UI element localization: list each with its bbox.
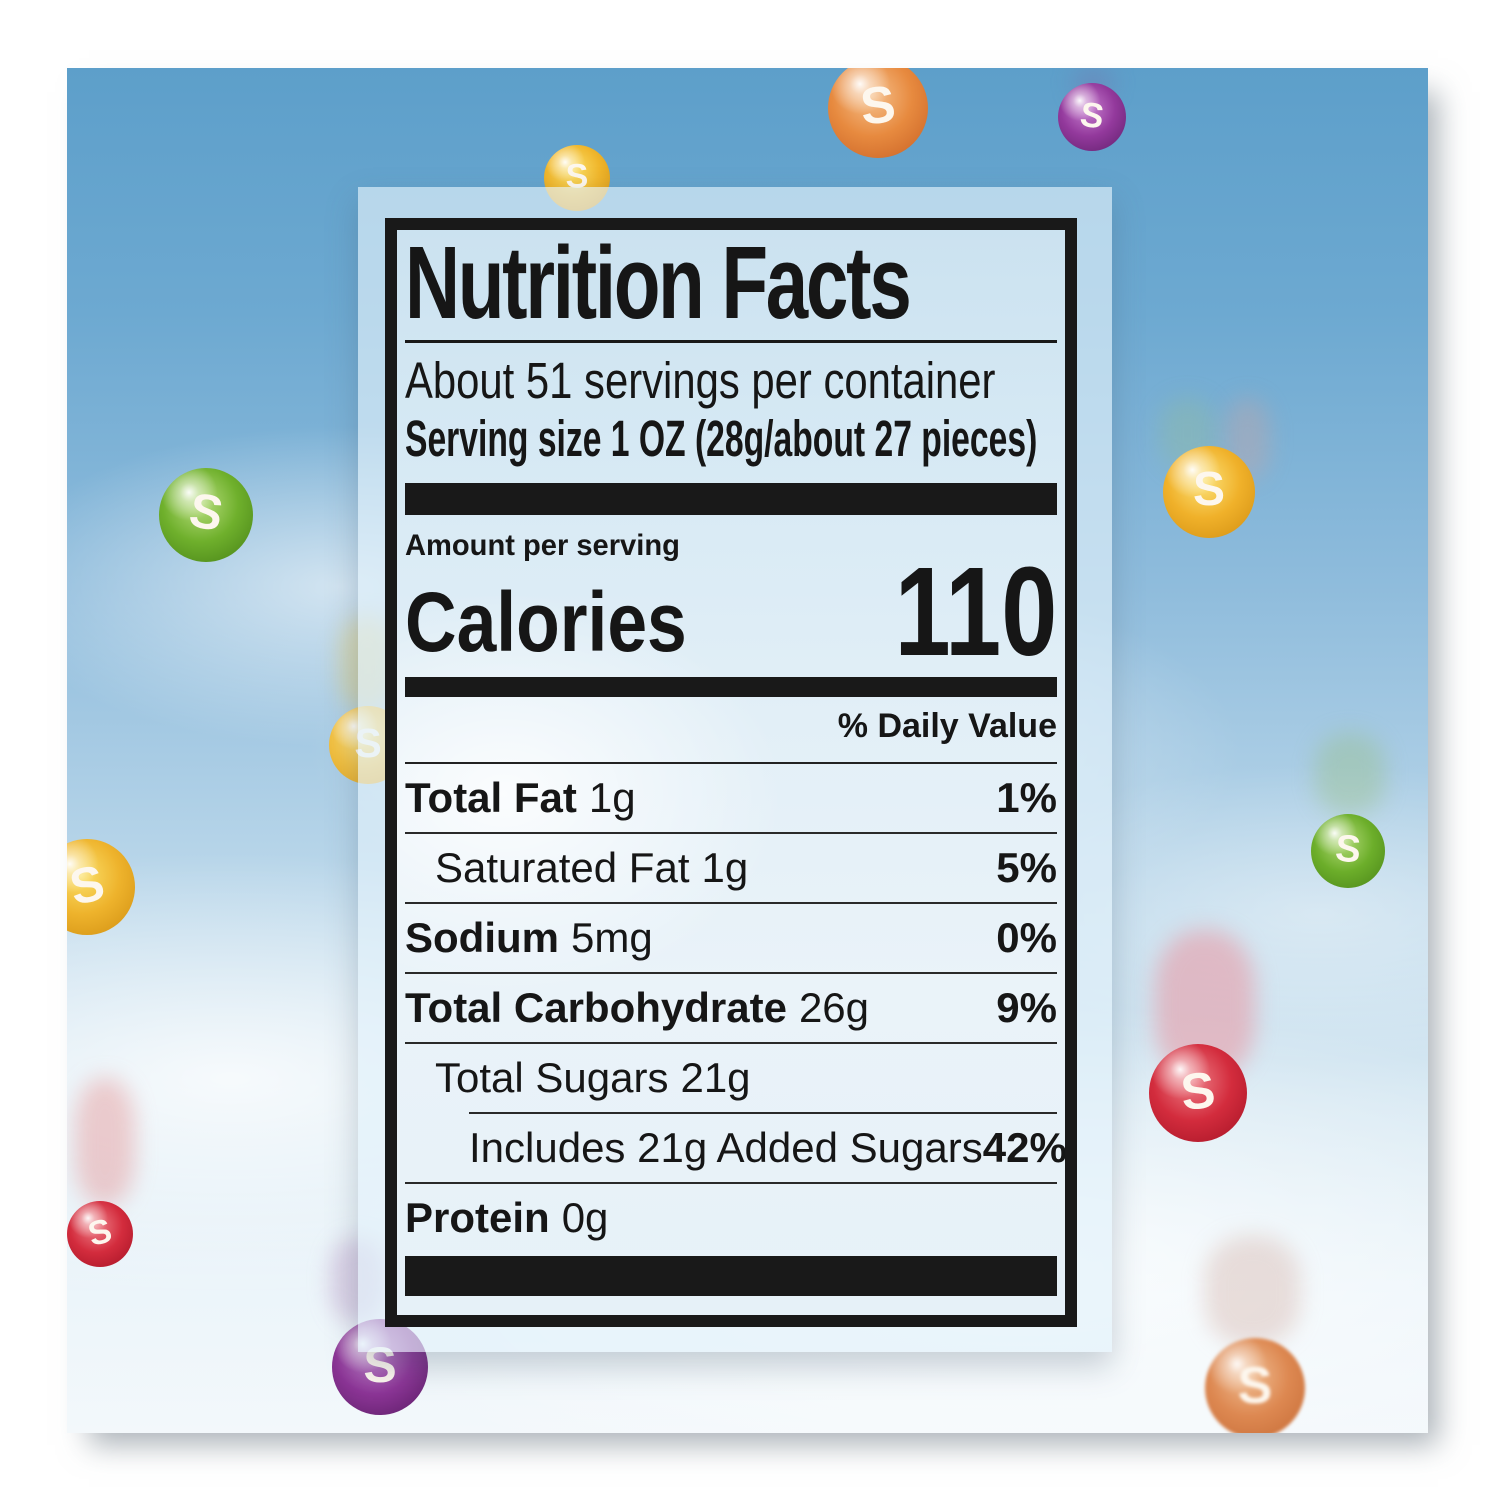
skittle-letter: S — [84, 1211, 116, 1254]
nutrient-dv: 5% — [996, 844, 1057, 892]
nutrient-row-total-carbohydrate: Total Carbohydrate 26g 9% — [405, 974, 1057, 1042]
serving-size: Serving size 1 OZ (28g/about 27 pieces) — [405, 410, 1038, 468]
nutrition-facts-box: Nutrition Facts About 51 servings per co… — [385, 218, 1077, 1327]
nutrient-name: Total Carbohydrate — [405, 984, 787, 1032]
skittle-letter: S — [1178, 1060, 1218, 1122]
bottom-separator-bar — [405, 1256, 1057, 1297]
daily-value-header: % Daily Value — [837, 707, 1057, 746]
skittle-letter: S — [67, 854, 110, 916]
skittle-letter: S — [1237, 1356, 1273, 1415]
nutrient-row-added-sugars: Includes 21g Added Sugars 42% — [405, 1114, 1065, 1182]
calories-label: Calories — [405, 575, 687, 670]
nutrient-dv: 42% — [982, 1124, 1067, 1172]
nutrient-amount: 1g — [701, 844, 749, 892]
nutrient-name: Total Sugars — [435, 1054, 669, 1102]
skittle-letter: S — [1192, 463, 1226, 517]
skittle-green-right: S — [1311, 814, 1385, 888]
thick-separator-bar — [405, 483, 1057, 516]
divider — [405, 902, 1057, 905]
nutrient-row-total-sugars: Total Sugars 21g — [405, 1044, 1057, 1112]
nutrient-amount: 26g — [798, 984, 870, 1032]
trail-orange-bottom-right — [1205, 1236, 1300, 1346]
skittle-yellow-far-left: S — [67, 839, 135, 935]
amount-per-serving-label: Amount per serving — [405, 529, 680, 563]
nutrient-name: Total Fat — [405, 774, 577, 822]
nutrient-name: Includes 21g Added Sugars — [469, 1124, 983, 1172]
divider — [405, 1042, 1057, 1045]
nutrient-row-total-fat: Total Fat 1g 1% — [405, 764, 1057, 832]
trail-red-bottom-left — [75, 1078, 135, 1206]
nutrient-amount: 21g — [680, 1054, 751, 1102]
skittle-red-right: S — [1149, 1044, 1247, 1142]
divider — [405, 972, 1057, 975]
servings-per-container: About 51 servings per container — [405, 352, 996, 410]
nutrient-name: Saturated Fat — [435, 844, 690, 892]
nutrient-amount: 5mg — [571, 914, 653, 962]
medium-separator-bar — [405, 677, 1057, 698]
calories-row: Calories 110 — [405, 541, 1057, 683]
divider — [405, 1182, 1057, 1185]
nutrient-dv: 1% — [996, 774, 1057, 822]
nutrient-row-sodium: Sodium 5mg 0% — [405, 904, 1057, 972]
skittle-letter: S — [857, 75, 899, 137]
divider — [405, 762, 1057, 765]
frosted-label-panel: Nutrition Facts About 51 servings per co… — [358, 187, 1112, 1352]
skittle-yellow-right: S — [1163, 446, 1255, 538]
nutrient-row-protein: Protein 0g — [405, 1184, 1057, 1252]
nutrient-dv: 9% — [996, 984, 1057, 1032]
skittle-purple-top: S — [1058, 83, 1126, 151]
skittle-orange-top: S — [828, 68, 928, 158]
skittle-letter: S — [565, 157, 589, 196]
skittle-letter: S — [1333, 827, 1363, 872]
nutrient-amount: 1g — [588, 774, 636, 822]
skittle-letter: S — [1077, 94, 1107, 137]
sky-background: SSSSSSSSSSSS Nutrition Facts About 51 se… — [67, 68, 1428, 1433]
skittle-green-left: S — [159, 468, 253, 562]
calories-value: 110 — [894, 541, 1057, 683]
nutrient-amount: 0g — [561, 1194, 609, 1242]
divider — [405, 832, 1057, 835]
nutrition-facts-title: Nutrition Facts — [405, 225, 912, 340]
nutrient-row-saturated-fat: Saturated Fat 1g 5% — [405, 834, 1057, 902]
skittle-letter: S — [185, 483, 227, 542]
skittle-red-bottom-left: S — [67, 1201, 133, 1267]
nutrient-name: Sodium — [405, 914, 559, 962]
nutrient-name: Protein — [405, 1194, 550, 1242]
divider — [469, 1112, 1057, 1115]
nutrient-dv: 0% — [996, 914, 1057, 962]
divider — [405, 340, 1057, 344]
skittle-orange-bottom-right: S — [1205, 1338, 1305, 1433]
trail-green-right — [1315, 733, 1385, 815]
